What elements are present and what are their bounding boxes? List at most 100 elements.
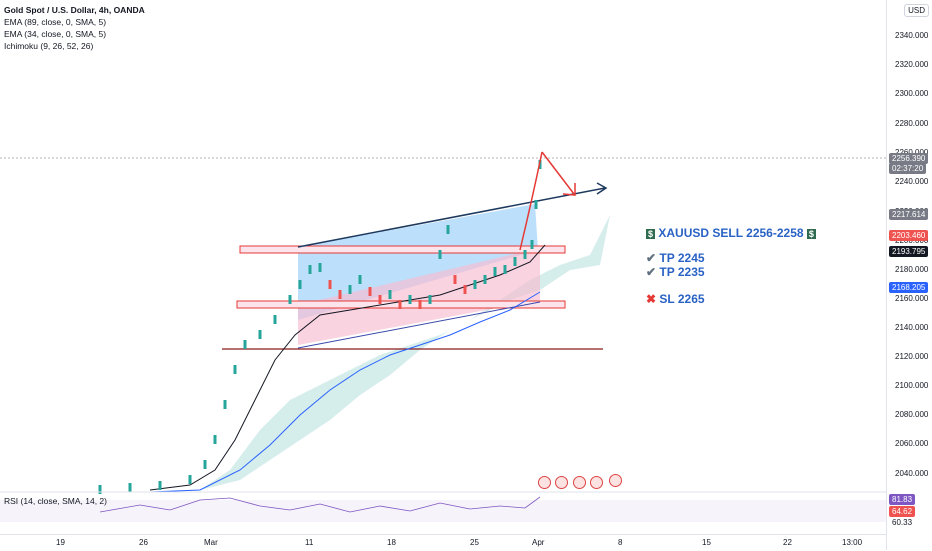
candlesticks	[98, 160, 542, 494]
price-tick-label: 2140.000	[895, 323, 929, 332]
candle	[453, 275, 457, 284]
candle	[128, 483, 132, 492]
price-tick-label: 2340.000	[895, 31, 929, 40]
rsi-band	[0, 500, 886, 522]
ema89-legend[interactable]: EMA (89, close, 0, SMA, 5)	[4, 17, 107, 27]
ema34-legend[interactable]: EMA (34, close, 0, SMA, 5)	[4, 29, 107, 39]
time-tick-label: 11	[305, 538, 314, 547]
time-tick-label: Apr	[532, 538, 545, 547]
candle	[503, 265, 507, 274]
candle	[308, 265, 312, 274]
symbol-title[interactable]: Gold Spot / U.S. Dollar, 4h, OANDA	[4, 5, 145, 15]
price-tag: 2203.460	[889, 230, 929, 241]
price-tag: 2256.390	[889, 153, 929, 164]
candle	[378, 295, 382, 304]
money-icon: $	[646, 229, 656, 239]
candle	[288, 295, 292, 304]
candle	[513, 257, 517, 266]
candle	[523, 250, 527, 259]
candle	[298, 280, 302, 289]
price-tick-label: 2160.000	[895, 294, 929, 303]
projection-line-up	[519, 151, 543, 251]
candle	[418, 300, 422, 309]
time-tick-label: 13:00	[842, 538, 863, 547]
time-tick-label: 8	[618, 538, 623, 547]
candle	[493, 267, 497, 276]
price-tag: 2193.795	[889, 246, 929, 257]
candle	[534, 200, 538, 209]
rsi-tag: 81.83	[889, 494, 916, 505]
projection-line-down	[541, 151, 575, 195]
events-row	[538, 474, 604, 492]
price-tick-label: 2320.000	[895, 60, 929, 69]
rsi-line	[99, 496, 541, 513]
candle	[213, 435, 217, 444]
price-tick-label: 2040.000	[895, 469, 929, 478]
rsi-legend[interactable]: RSI (14, close, SMA, 14, 2)	[4, 496, 107, 506]
tp1-annotation: ✔ TP 2245	[646, 251, 705, 265]
rsi-tag: 64.62	[889, 506, 916, 517]
currency-button[interactable]: USD	[904, 4, 929, 17]
candle	[483, 275, 487, 284]
ema89-line	[149, 291, 541, 493]
sl-annotation: ✖ SL 2265	[646, 292, 705, 306]
projection-arrowhead	[562, 183, 576, 196]
price-axis[interactable]: USD 2340.000 2320.000 2300.000 2280.000 2260…	[886, 0, 932, 550]
upper-trendline	[297, 187, 606, 248]
event-icon[interactable]	[538, 476, 551, 490]
price-tick-label: 2180.000	[895, 265, 929, 274]
candle	[530, 240, 534, 249]
price-tag: 02:37:20	[889, 163, 927, 174]
candle	[358, 275, 362, 284]
time-tick-label: 22	[783, 538, 792, 547]
candle	[408, 295, 412, 304]
lower-trendline	[297, 301, 541, 349]
time-tick-label: 18	[387, 538, 396, 547]
time-tick-label: 15	[702, 538, 711, 547]
candle	[233, 365, 237, 374]
candle	[158, 481, 162, 490]
candle	[223, 400, 227, 409]
resistance-zone	[239, 245, 566, 254]
candle	[428, 295, 432, 304]
chart-legend: Gold Spot / U.S. Dollar, 4h, OANDA EMA (…	[4, 4, 145, 52]
money-icon: $	[806, 229, 816, 239]
candle	[388, 290, 392, 299]
check-icon: ✔	[646, 265, 657, 279]
check-icon: ✔	[646, 251, 657, 265]
price-chart[interactable]	[0, 0, 886, 534]
flag-icon[interactable]	[572, 476, 586, 490]
candle	[398, 300, 402, 309]
time-tick-label: 26	[139, 538, 148, 547]
price-tick-label: 2100.000	[895, 381, 929, 390]
price-tag: 2168.205	[889, 282, 929, 293]
candle	[438, 250, 442, 259]
price-tick-label: 2300.000	[895, 89, 929, 98]
signal-text: XAUUSD SELL 2256-2258	[658, 226, 804, 240]
candle	[473, 280, 477, 289]
time-tick-label: Mar	[204, 538, 218, 547]
trendline-arrowhead	[596, 182, 608, 195]
candle	[446, 225, 450, 234]
candle	[463, 285, 467, 294]
time-axis[interactable]: 19 26 Mar 11 18 25 Apr 8 15 22 13:00	[0, 534, 886, 551]
signal-annotation: $ XAUUSD SELL 2256-2258 $	[646, 226, 816, 240]
time-tick-label: 25	[470, 538, 479, 547]
cross-icon: ✖	[646, 292, 657, 306]
flag-icon[interactable]	[590, 476, 604, 490]
candle	[318, 263, 322, 272]
price-tick-label: 2120.000	[895, 352, 929, 361]
flag-icon[interactable]	[609, 474, 622, 487]
ichimoku-legend[interactable]: Ichimoku (9, 26, 52, 26)	[4, 41, 94, 51]
ichimoku-cloud	[200, 215, 610, 490]
sl-text: SL 2265	[659, 292, 705, 306]
candle	[243, 340, 247, 349]
tp2-annotation: ✔ TP 2235	[646, 265, 705, 279]
candle	[368, 287, 372, 296]
candle	[328, 280, 332, 289]
flag-icon[interactable]	[555, 476, 569, 490]
price-tick-label: 2060.000	[895, 439, 929, 448]
candle	[188, 475, 192, 484]
bearish-channel	[298, 248, 540, 345]
